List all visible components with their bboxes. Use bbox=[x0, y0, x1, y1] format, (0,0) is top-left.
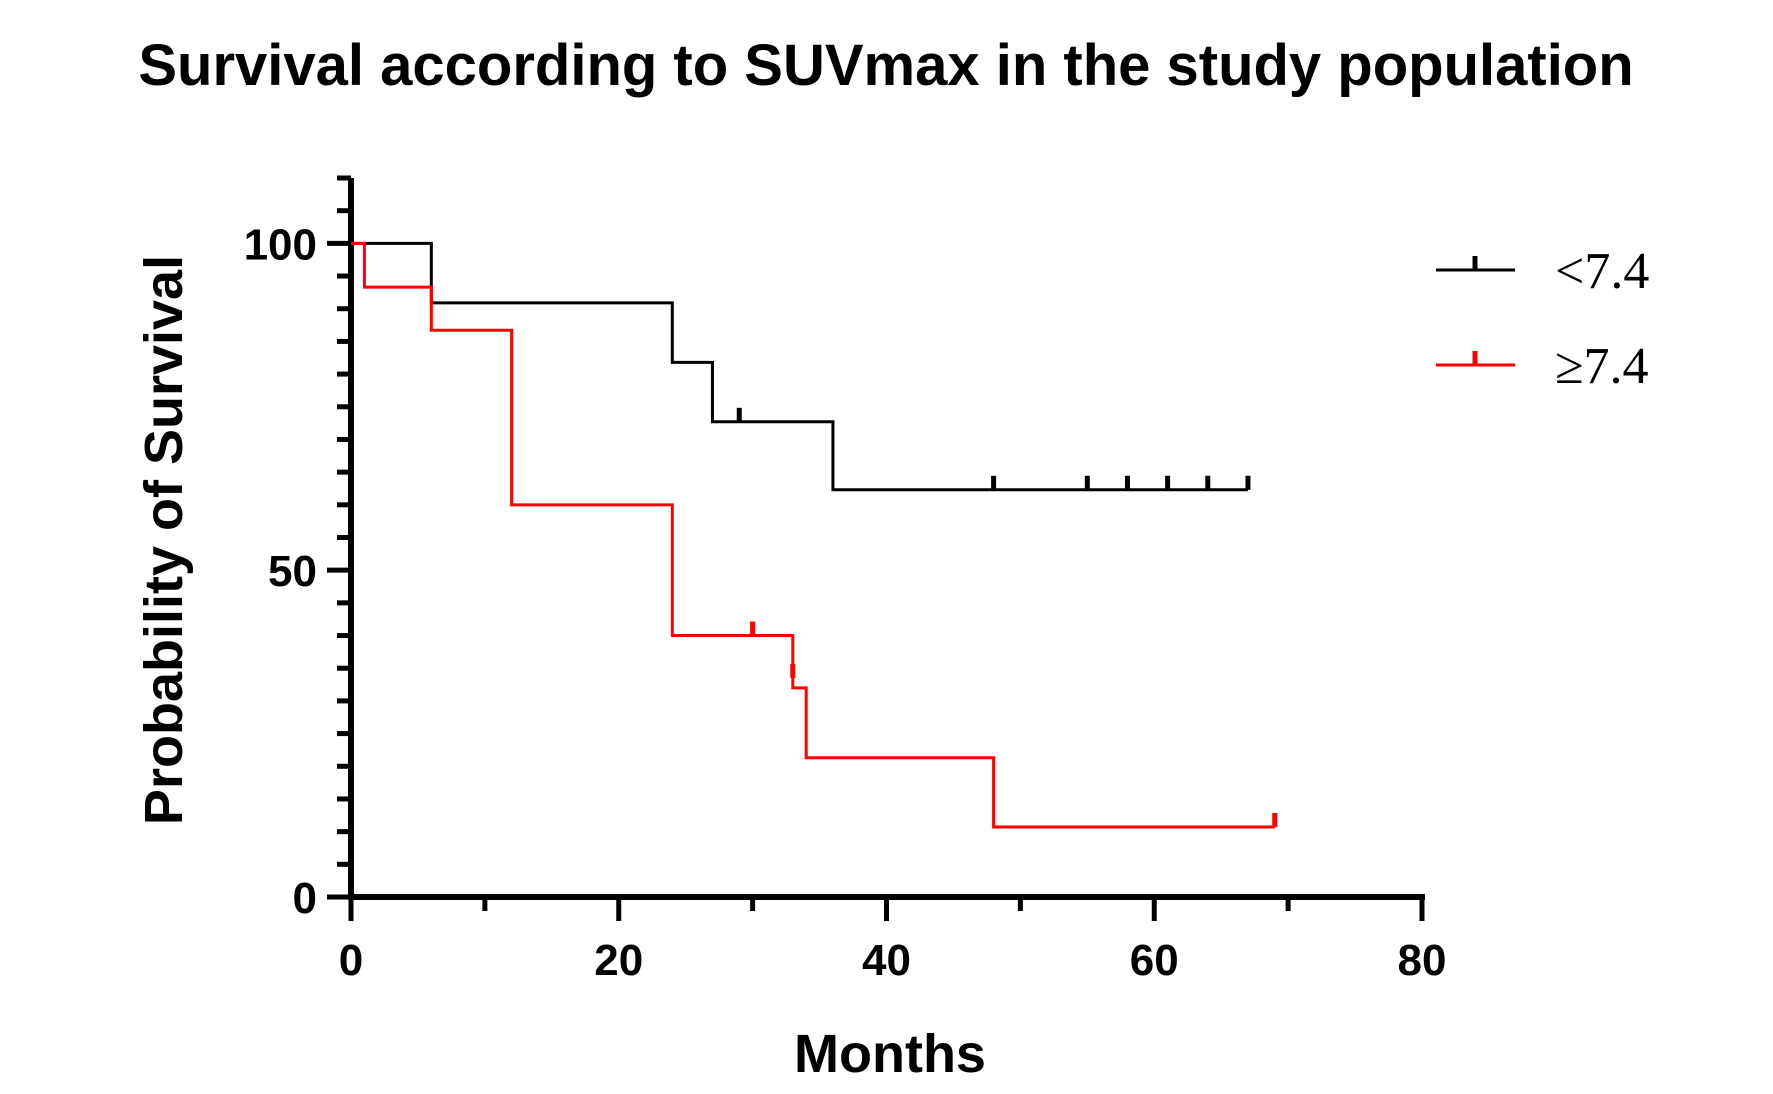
survival-step-line bbox=[351, 241, 1248, 492]
chart-title: Survival according to SUVmax in the stud… bbox=[138, 33, 1633, 98]
series-1 bbox=[351, 241, 1251, 492]
legend: <7.4 ≥7.4 bbox=[1436, 243, 1649, 395]
series-2 bbox=[351, 241, 1278, 829]
x-axis-label: Months bbox=[794, 1024, 986, 1084]
x-tick-label: 40 bbox=[862, 936, 911, 985]
x-tick-label: 80 bbox=[1398, 936, 1447, 985]
legend-label: ≥7.4 bbox=[1555, 338, 1649, 395]
y-axis-label: Probability of Survival bbox=[134, 255, 194, 825]
y-tick-label: 100 bbox=[244, 220, 317, 269]
y-tick-label: 50 bbox=[268, 547, 317, 596]
axes: 0 50 100 0 20 40 60 80 bbox=[244, 175, 1447, 985]
legend-item-2: ≥7.4 bbox=[1436, 338, 1649, 395]
series-layer bbox=[351, 241, 1278, 829]
x-tick-label: 20 bbox=[594, 936, 643, 985]
survival-step-line bbox=[351, 241, 1275, 829]
legend-item-1: <7.4 bbox=[1436, 243, 1649, 300]
legend-label: <7.4 bbox=[1555, 243, 1649, 300]
x-tick-label: 0 bbox=[339, 936, 363, 985]
x-tick-label: 60 bbox=[1130, 936, 1179, 985]
y-tick-label: 0 bbox=[293, 874, 317, 923]
